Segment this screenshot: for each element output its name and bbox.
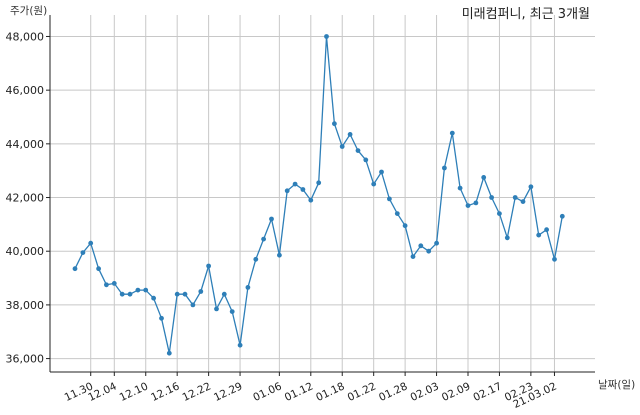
x-tick-label: 02.09 <box>440 380 472 404</box>
x-tick-label: 01.06 <box>251 380 284 404</box>
data-point <box>159 315 164 321</box>
data-point <box>434 240 439 246</box>
data-point <box>449 130 455 136</box>
data-point <box>347 132 353 137</box>
data-point <box>410 254 416 259</box>
x-axis-title: 날짜(일) <box>598 378 635 391</box>
data-point <box>182 291 188 297</box>
x-tick-label: 02.17 <box>471 380 503 404</box>
data-point <box>371 181 377 187</box>
data-point <box>559 213 565 219</box>
data-point <box>316 180 322 186</box>
data-point <box>277 252 282 258</box>
data-point <box>457 185 463 191</box>
data-point <box>80 250 86 256</box>
price-series-line <box>74 36 563 354</box>
data-point <box>520 199 526 205</box>
data-point <box>104 282 109 288</box>
data-point <box>261 236 266 242</box>
data-point <box>363 157 369 163</box>
data-point <box>151 295 157 301</box>
chart-title: 미래컴퍼니, 최근 3개월 <box>462 7 590 22</box>
data-point <box>528 184 534 190</box>
data-point <box>229 309 235 314</box>
data-point <box>119 291 125 297</box>
data-point <box>245 285 251 290</box>
data-point <box>143 287 149 293</box>
data-point <box>198 289 204 294</box>
data-point <box>253 256 259 262</box>
price-markers <box>72 34 565 356</box>
y-tick-label: 44,000 <box>6 138 45 151</box>
data-point <box>96 266 101 272</box>
data-point <box>504 235 510 241</box>
data-point <box>489 195 494 200</box>
data-point <box>465 203 471 209</box>
x-tick-label: 01.22 <box>346 380 378 404</box>
y-tick-label: 42,000 <box>6 192 45 205</box>
data-point <box>481 175 487 180</box>
data-point <box>497 211 502 217</box>
data-point <box>300 187 306 192</box>
data-point <box>206 263 212 269</box>
x-tick-label: 12.10 <box>118 380 150 404</box>
x-tick-label: 02.03 <box>409 380 441 404</box>
data-point <box>379 169 384 175</box>
data-point <box>269 216 274 222</box>
data-point <box>552 256 557 262</box>
data-point <box>127 291 133 297</box>
data-point <box>536 232 542 238</box>
y-tick-label: 38,000 <box>6 299 45 312</box>
data-point <box>72 266 78 272</box>
data-point <box>174 291 180 297</box>
data-point <box>418 243 424 249</box>
axes <box>49 15 595 373</box>
data-point <box>166 350 172 356</box>
data-point <box>221 291 227 297</box>
data-point <box>111 281 117 286</box>
y-tick-label: 46,000 <box>6 84 45 97</box>
data-point <box>237 342 243 348</box>
data-point <box>394 211 400 217</box>
data-point <box>214 306 219 312</box>
x-tick-label: 12.22 <box>181 380 213 404</box>
y-tick-label: 40,000 <box>6 245 45 258</box>
data-point <box>332 121 337 127</box>
x-tick-label: 12.16 <box>149 380 182 404</box>
data-point <box>355 148 361 154</box>
data-point <box>426 248 432 254</box>
x-tick-label: 01.12 <box>283 380 315 404</box>
data-point <box>442 165 447 171</box>
data-point <box>473 200 479 206</box>
data-point <box>190 302 196 308</box>
data-point <box>387 196 392 202</box>
data-point <box>402 223 408 229</box>
data-point <box>512 195 518 200</box>
data-point <box>292 181 298 187</box>
data-point <box>88 240 94 246</box>
x-tick-label: 01.18 <box>314 380 346 404</box>
data-point <box>308 197 314 203</box>
y-axis-title: 주가(원) <box>10 5 47 17</box>
x-tick-label: 01.28 <box>377 380 409 404</box>
y-axis-ticks: 36,000 38,000 40,000 42,000 44,000 46,000 48,0… <box>6 30 50 366</box>
data-point <box>544 227 549 233</box>
x-tick-label: 12.29 <box>212 380 244 404</box>
data-point <box>324 34 329 39</box>
data-point <box>339 144 345 149</box>
y-tick-label: 48,000 <box>6 30 45 43</box>
y-tick-label: 36,000 <box>6 353 45 366</box>
grid <box>50 15 595 372</box>
data-point <box>135 287 141 293</box>
data-point <box>284 188 290 194</box>
